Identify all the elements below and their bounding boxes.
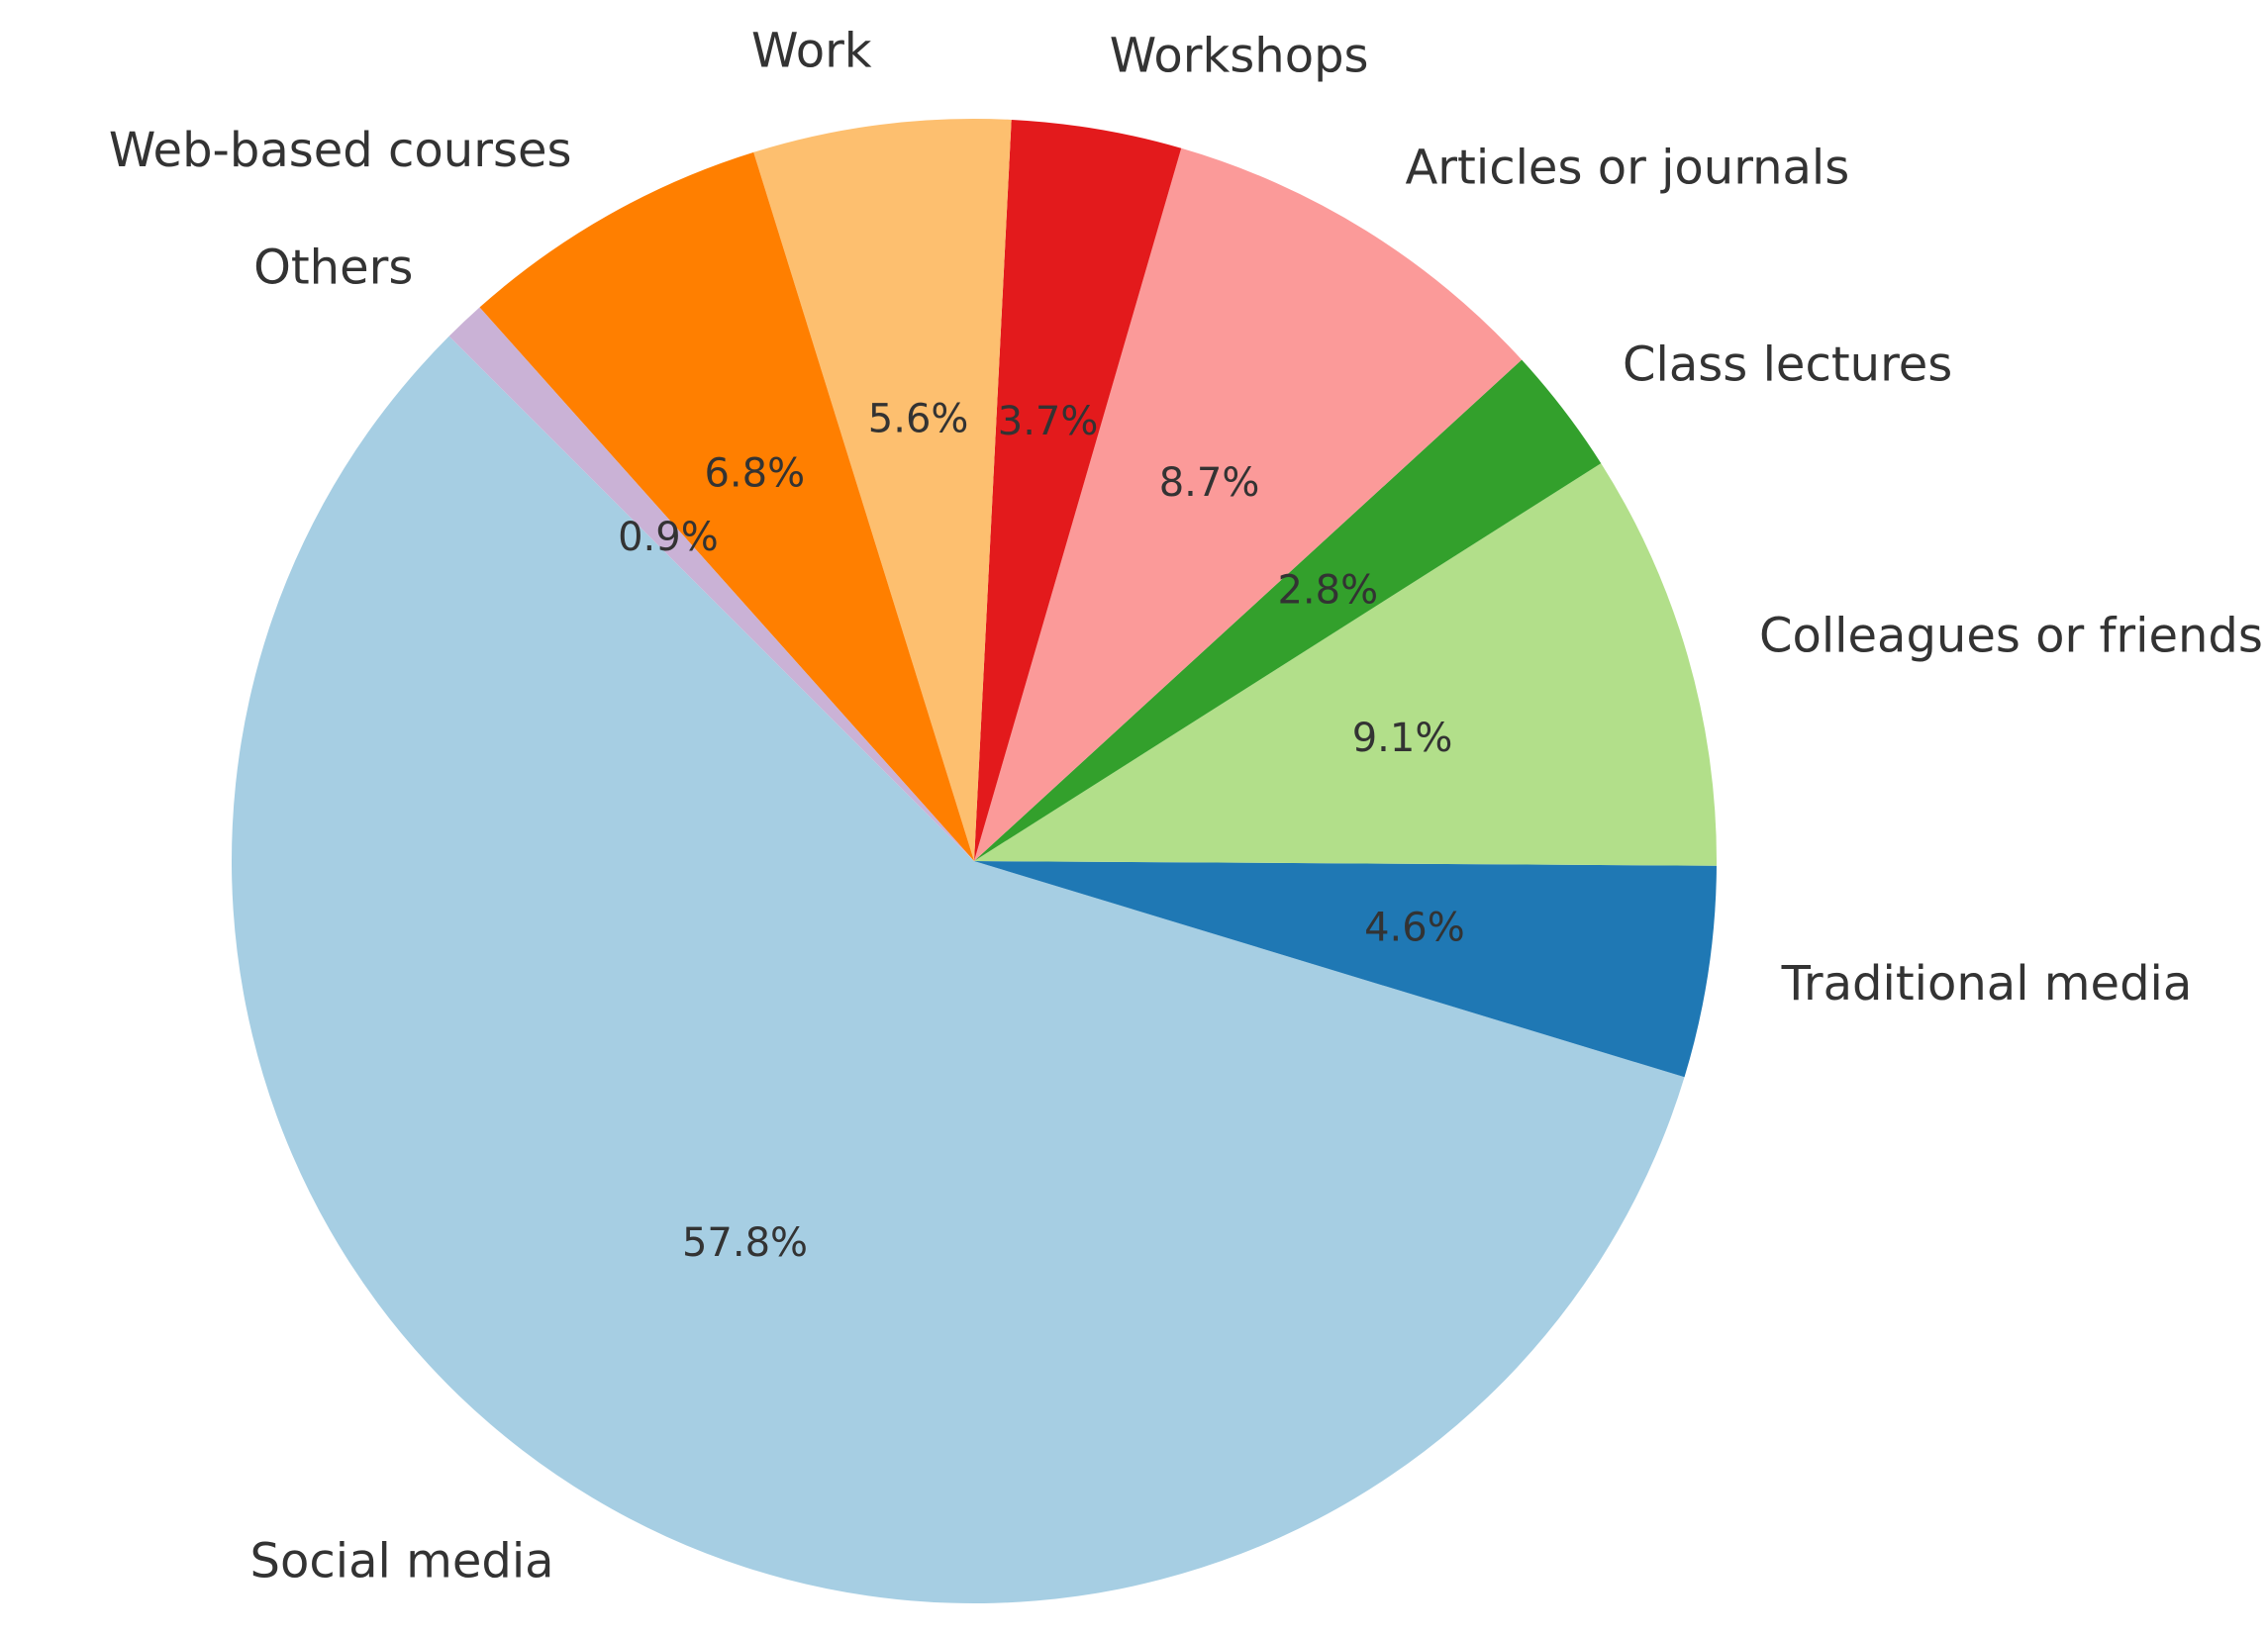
pie-slice-class-lectures <box>974 359 1602 861</box>
pie-slice-workshops <box>974 119 1182 862</box>
pie-slice-traditional-media <box>974 861 1717 1078</box>
category-label-workshops: Workshops <box>1110 28 1369 83</box>
pie-slice-colleagues-or-friends <box>974 463 1718 866</box>
percent-labels-layer: 57.8% 4.6% 9.1% 2.8% 8.7% 3.7% 5.6% 6.8% 0.9% <box>618 397 1465 1266</box>
slices-layer <box>232 118 1718 1604</box>
category-label-work: Work <box>751 24 872 79</box>
percent-label-class-lectures: 2.8% <box>1277 567 1378 613</box>
category-label-web-based-courses: Web-based courses <box>109 123 572 178</box>
pie-slice-social-media <box>232 336 1685 1604</box>
percent-label-articles-or-journals: 8.7% <box>1159 460 1260 506</box>
category-label-social-media: Social media <box>250 1533 554 1589</box>
pie-slice-web-based-courses <box>479 151 974 862</box>
pie-slice-articles-or-journals <box>974 147 1523 862</box>
percent-label-web-based-courses: 6.8% <box>704 450 805 496</box>
category-label-traditional-media: Traditional media <box>1781 956 2193 1011</box>
percent-label-work: 5.6% <box>868 397 969 442</box>
category-label-class-lectures: Class lectures <box>1623 337 1952 392</box>
category-label-articles-or-journals: Articles or journals <box>1405 140 1849 195</box>
category-label-others: Others <box>253 240 413 295</box>
percent-label-others: 0.9% <box>618 515 719 560</box>
category-label-colleagues-or-friends: Colleagues or friends <box>1759 608 2263 663</box>
pie-slice-others <box>448 307 974 861</box>
percent-label-social-media: 57.8% <box>682 1220 808 1266</box>
percent-label-traditional-media: 4.6% <box>1364 906 1465 951</box>
percent-label-colleagues-or-friends: 9.1% <box>1352 716 1453 761</box>
category-labels-layer: Social media Traditional media Colleagues … <box>109 24 2263 1589</box>
pie-slice-work <box>753 118 1012 861</box>
percent-label-workshops: 3.7% <box>998 399 1099 444</box>
